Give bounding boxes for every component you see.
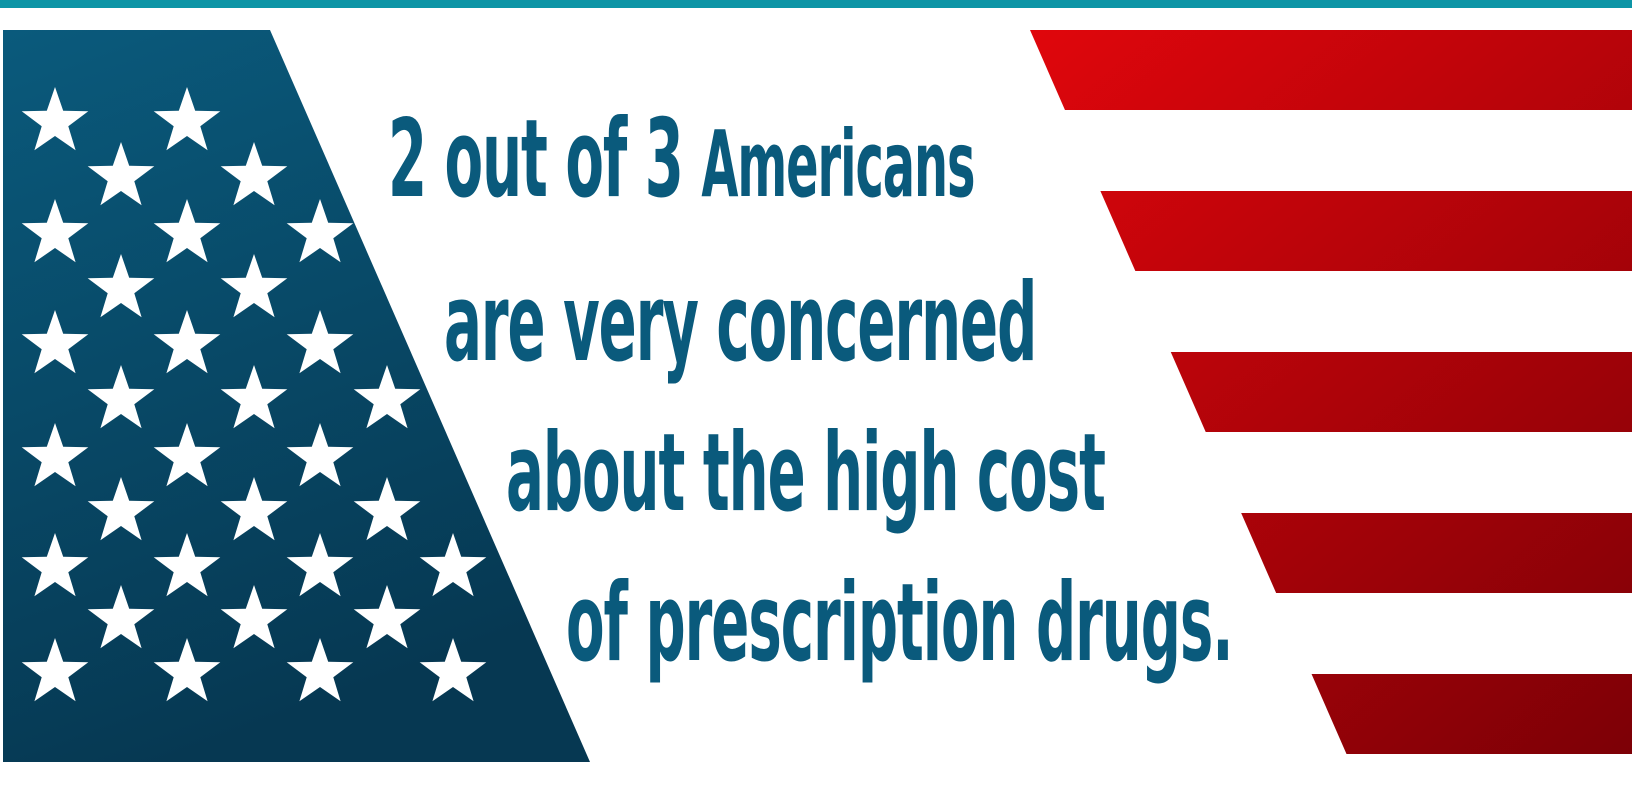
star-icon	[220, 585, 288, 649]
star-icon	[286, 638, 354, 702]
star-icon	[220, 142, 288, 206]
star-icon	[153, 87, 221, 151]
star-icon	[87, 254, 155, 318]
star-icon	[286, 533, 354, 597]
star-icon	[286, 310, 354, 374]
red-stripe	[1241, 513, 1632, 593]
star-icon	[220, 365, 288, 429]
star-icon	[153, 199, 221, 263]
headline-line-1: 2 out of 3 Americans	[388, 106, 976, 214]
star-icon	[21, 199, 89, 263]
star-icon	[87, 365, 155, 429]
headline-line-2: are very concerned	[444, 261, 1037, 386]
star-icon	[21, 638, 89, 702]
star-icon	[87, 585, 155, 649]
headline-line-4: of prescription drugs.	[566, 561, 1234, 686]
star-icon	[21, 87, 89, 151]
red-stripe	[1311, 674, 1632, 754]
star-icon	[286, 199, 354, 263]
star-icon	[87, 477, 155, 541]
red-stripes	[1030, 30, 1632, 754]
star-icon	[220, 254, 288, 318]
star-icon	[153, 533, 221, 597]
star-icon	[353, 365, 421, 429]
red-stripe	[1030, 30, 1632, 110]
star-icon	[220, 477, 288, 541]
star-icon	[419, 533, 487, 597]
headline-line-1-part-1: 2 out of 3	[388, 97, 702, 222]
star-icon	[21, 533, 89, 597]
red-stripe	[1100, 191, 1632, 271]
headline-line-3: about the high cost	[506, 411, 1106, 536]
star-icon	[353, 477, 421, 541]
star-icon	[286, 423, 354, 487]
star-icon	[153, 423, 221, 487]
headline-line-1-part-2: Americans	[701, 111, 975, 218]
star-icon	[419, 638, 487, 702]
red-stripe	[1170, 352, 1632, 432]
star-icon	[153, 638, 221, 702]
top-accent-bar	[0, 0, 1632, 8]
star-icon	[353, 585, 421, 649]
star-icon	[153, 310, 221, 374]
star-icon	[21, 423, 89, 487]
star-icon	[87, 142, 155, 206]
stars-group	[21, 87, 487, 702]
star-icon	[21, 310, 89, 374]
